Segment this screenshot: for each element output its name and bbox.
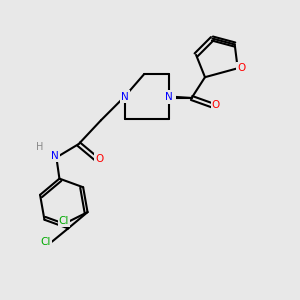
Text: O: O xyxy=(237,63,245,73)
Text: N: N xyxy=(121,92,129,101)
Text: O: O xyxy=(95,154,104,164)
Text: N: N xyxy=(165,92,173,101)
Text: O: O xyxy=(212,100,220,110)
Text: Cl: Cl xyxy=(41,237,51,247)
Text: N: N xyxy=(51,151,59,161)
Text: H: H xyxy=(36,142,44,152)
Text: Cl: Cl xyxy=(58,216,69,226)
Text: N: N xyxy=(167,93,175,103)
